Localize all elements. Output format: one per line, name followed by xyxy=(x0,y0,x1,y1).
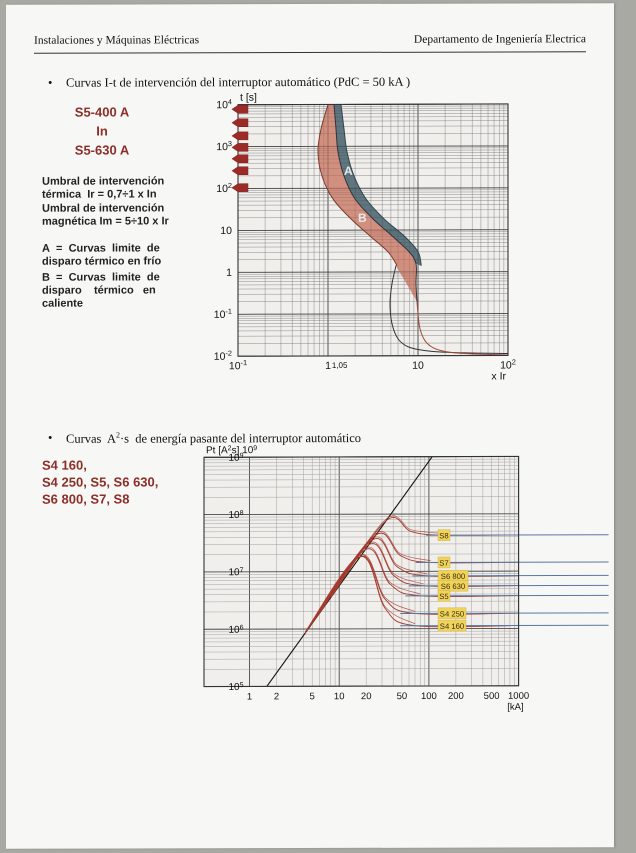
svg-text:109: 109 xyxy=(228,452,243,464)
svg-text:100: 100 xyxy=(421,691,437,702)
svg-text:S4 250: S4 250 xyxy=(440,609,464,618)
svg-text:50: 50 xyxy=(397,691,408,702)
svg-text:102: 102 xyxy=(500,357,516,372)
svg-text:108: 108 xyxy=(228,509,243,521)
svg-text:10: 10 xyxy=(220,225,232,237)
svg-text:S7: S7 xyxy=(439,559,448,568)
svg-text:1000: 1000 xyxy=(508,691,529,702)
svg-text:20: 20 xyxy=(361,691,372,702)
svg-text:A: A xyxy=(344,164,353,178)
svg-text:104: 104 xyxy=(216,97,232,112)
svg-text:10-2: 10-2 xyxy=(214,348,232,363)
svg-text:10: 10 xyxy=(334,691,345,702)
svg-text:S4 160: S4 160 xyxy=(440,622,464,631)
svg-text:5: 5 xyxy=(310,691,315,702)
svg-text:S8: S8 xyxy=(439,531,448,540)
svg-text:t [s]: t [s] xyxy=(240,92,257,104)
svg-text:102: 102 xyxy=(216,181,232,196)
svg-text:107: 107 xyxy=(228,567,243,579)
svg-text:S6 800: S6 800 xyxy=(441,572,465,581)
svg-text:[kA]: [kA] xyxy=(507,702,523,713)
svg-text:500: 500 xyxy=(484,691,500,702)
svg-text:105: 105 xyxy=(228,681,243,693)
svg-text:S6 630: S6 630 xyxy=(441,582,465,591)
svg-text:1: 1 xyxy=(325,360,331,372)
svg-text:B: B xyxy=(358,211,367,225)
svg-text:1: 1 xyxy=(226,267,232,279)
svg-text:106: 106 xyxy=(228,624,243,636)
svg-text:1,05: 1,05 xyxy=(332,361,348,370)
svg-text:10-1: 10-1 xyxy=(214,306,232,321)
svg-text:x Ir: x Ir xyxy=(491,370,506,382)
svg-text:10-1: 10-1 xyxy=(229,358,247,373)
svg-text:S5: S5 xyxy=(439,592,448,601)
svg-text:2: 2 xyxy=(274,691,279,702)
svg-text:10: 10 xyxy=(412,360,424,372)
svg-text:200: 200 xyxy=(448,691,464,702)
svg-text:103: 103 xyxy=(216,139,232,154)
svg-text:1: 1 xyxy=(247,691,252,702)
